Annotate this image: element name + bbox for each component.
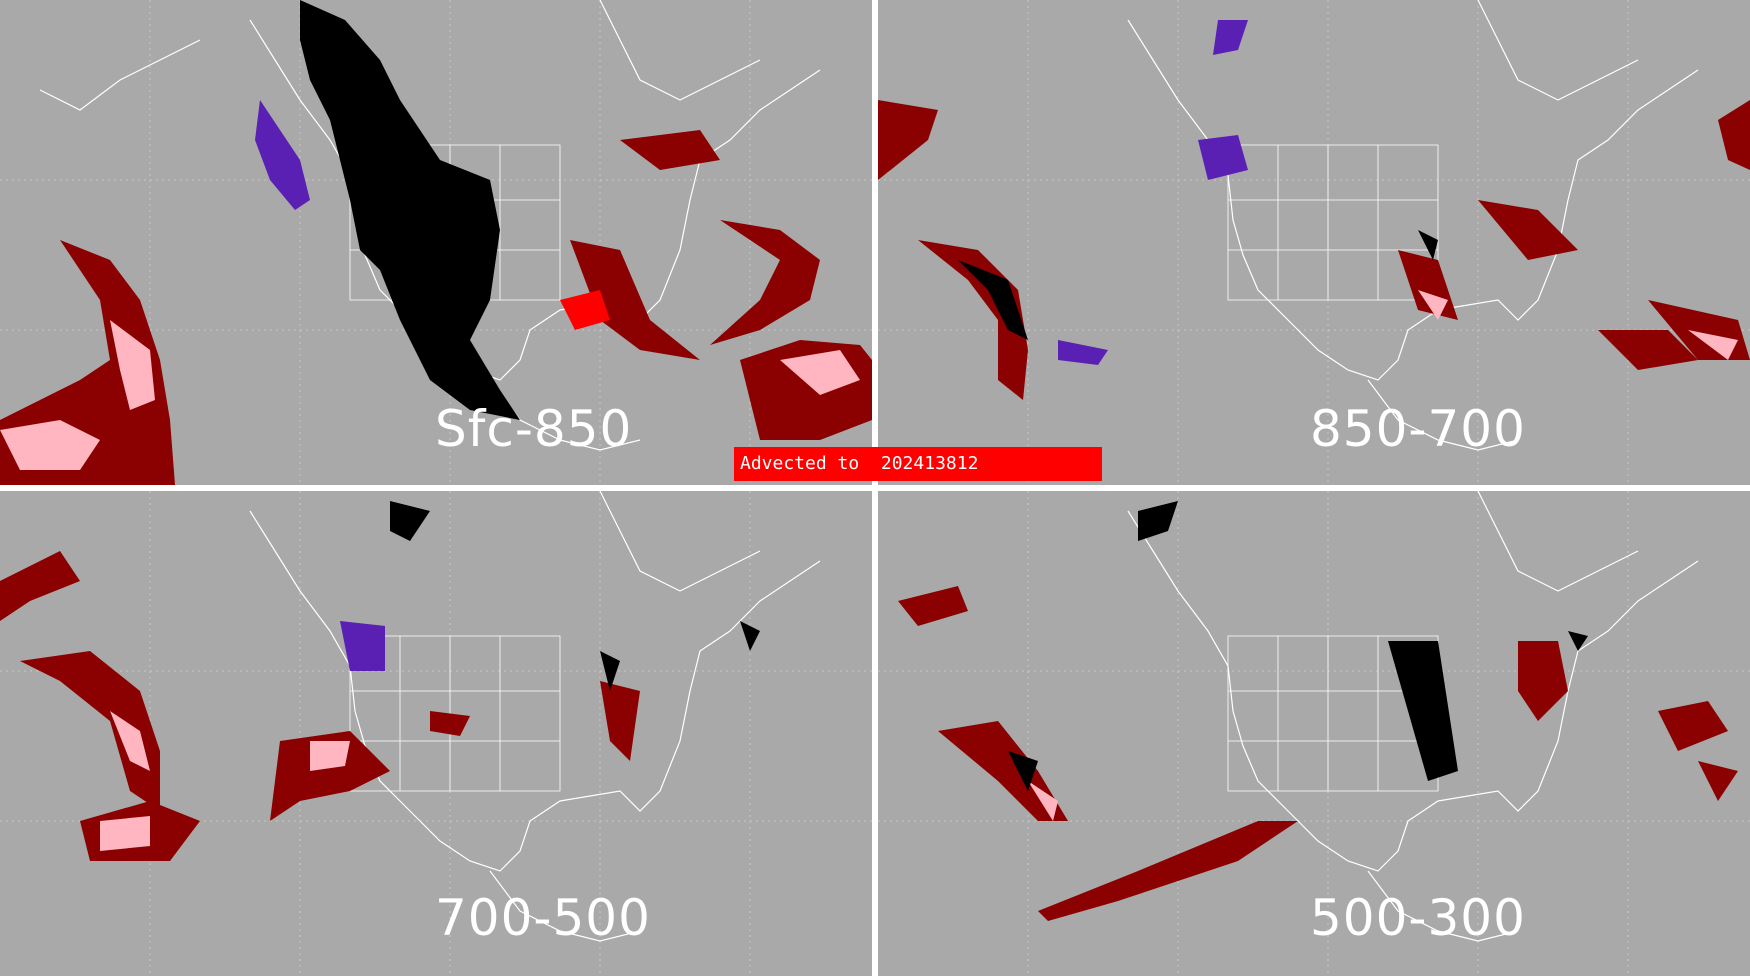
black-region xyxy=(300,0,520,420)
layer-label-850-700: 850-700 xyxy=(1310,400,1526,458)
layer-label-500-300: 500-300 xyxy=(1310,889,1526,947)
pink-region xyxy=(100,711,350,851)
black-region xyxy=(1008,501,1588,791)
state-borders xyxy=(1227,144,1439,301)
panel-sfc-850: Sfc-850 xyxy=(0,0,872,485)
pink-region xyxy=(1028,781,1058,821)
black-region xyxy=(390,501,760,691)
dark-red-region xyxy=(0,551,640,861)
dark-red-region xyxy=(898,586,1738,921)
purple-region xyxy=(1058,20,1248,365)
black-region xyxy=(958,230,1438,340)
map-700-500 xyxy=(0,491,872,976)
map-850-700 xyxy=(878,0,1750,485)
map-sfc-850 xyxy=(0,0,872,485)
panel-850-700: 850-700 xyxy=(878,0,1750,485)
bright-red-region xyxy=(560,290,610,330)
map-500-300 xyxy=(878,491,1750,976)
pink-region xyxy=(0,320,860,470)
horizontal-divider xyxy=(0,485,1750,491)
layer-label-sfc-850: Sfc-850 xyxy=(435,400,633,458)
panel-500-300: 500-300 xyxy=(878,491,1750,976)
coastlines xyxy=(1127,491,1699,942)
coastlines xyxy=(1127,0,1699,451)
layer-label-700-500: 700-500 xyxy=(435,889,651,947)
purple-region xyxy=(255,100,310,210)
pink-region xyxy=(1418,290,1738,360)
purple-region xyxy=(340,621,385,671)
coastlines xyxy=(249,491,821,942)
advected-time-banner: Advected to 202413812 xyxy=(734,447,1102,481)
panel-700-500: 700-500 xyxy=(0,491,872,976)
